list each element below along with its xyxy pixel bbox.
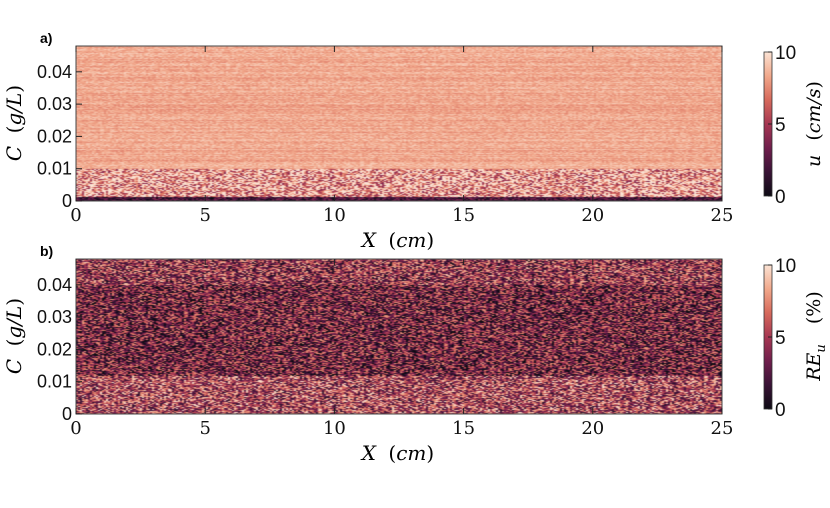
y-tick-label: 0 (62, 191, 72, 211)
x-tick-label: 15 (452, 418, 475, 439)
panel-a-heatmap-image (76, 46, 722, 201)
panel-b-colorbar-label: REu (%) (803, 291, 830, 382)
panel-a-y-unit: g/L (2, 93, 26, 126)
y-tick-label: 0.03 (37, 307, 72, 327)
panel-a-y-var: C (2, 146, 26, 161)
panel-a-x-unit-close: ) (426, 228, 434, 252)
panel-b-cb-var: RE (803, 352, 825, 381)
panel-a-x-var: X (360, 228, 377, 252)
x-tick-label: 20 (581, 205, 604, 226)
x-tick-label: 0 (70, 418, 81, 439)
panel-a-label: a) (40, 30, 52, 46)
panel-a-x-unit: cm (396, 228, 426, 252)
y-tick-label: 0.02 (37, 339, 72, 359)
panel-b-x-var: X (360, 441, 377, 465)
y-tick-label: 0.01 (37, 372, 72, 392)
panel-b-x-axis-label: X (cm) (360, 441, 434, 465)
panel-b-y-var: C (2, 359, 26, 374)
y-tick-label: 0.04 (37, 62, 72, 82)
x-tick-label: 25 (711, 205, 734, 226)
panel-a-cb-var: u (803, 155, 825, 167)
panel-a-y-axis-label: C (g/L) (2, 85, 26, 161)
colorbar-tick-label: 0 (775, 187, 786, 208)
panel-b-axes: 0 5 10 15 20 25 0 0.01 0.02 0.03 0.04 (37, 259, 734, 439)
x-tick-label: 0 (70, 205, 81, 226)
colorbar-tick-label: 10 (775, 43, 796, 64)
panel-b-x-unit-close: ) (426, 441, 434, 465)
panel-a-cb-unit-close: ) (803, 81, 825, 88)
panel-a-x-axis-label: X (cm) (360, 228, 434, 252)
x-tick-label: 20 (581, 418, 604, 439)
panel-a-axes: 0 5 10 15 20 25 0 0.01 0.02 0.03 0.04 (37, 46, 734, 226)
panel-b-x-unit: cm (396, 441, 426, 465)
panel-a-y-unit-open: ( (2, 126, 26, 134)
x-tick-label: 10 (323, 418, 346, 439)
x-tick-label: 15 (452, 205, 475, 226)
y-tick-label: 0 (62, 404, 72, 424)
panel-b-x-unit-open: ( (388, 441, 396, 465)
panel-b-y-axis-label: C (g/L) (2, 298, 26, 374)
panel-a-cb-unit-open: ( (803, 133, 825, 140)
panel-b-plot-frame (75, 258, 723, 415)
panel-a-plot-frame (75, 45, 723, 202)
panel-b-y-unit-close: ) (2, 298, 26, 306)
panel-b-label: b) (40, 243, 53, 259)
x-tick-label: 10 (323, 205, 346, 226)
panel-b-y-unit-open: ( (2, 339, 26, 347)
x-tick-label: 5 (199, 418, 210, 439)
y-tick-label: 0.04 (37, 275, 72, 295)
panel-a-cb-unit: cm/s (803, 88, 825, 133)
panel-b-colorbar-ticks: 0 5 10 (763, 256, 796, 421)
panel-b-cb-unit: (%) (803, 291, 825, 324)
panel-a-colorbar-label: u (cm/s) (803, 81, 825, 167)
colorbar-tick-label: 10 (775, 256, 796, 277)
y-tick-label: 0.03 (37, 94, 72, 114)
panel-a-y-unit-close: ) (2, 85, 26, 93)
panel-b-heatmap-image (76, 259, 722, 414)
colorbar-tick-label: 5 (775, 115, 786, 136)
panel-a-colorbar-ticks: 0 5 10 (763, 43, 796, 208)
panel-b-cb-subscript: u (814, 344, 829, 352)
y-tick-label: 0.01 (37, 159, 72, 179)
y-tick-label: 0.02 (37, 126, 72, 146)
panel-a-x-unit-open: ( (388, 228, 396, 252)
x-tick-label: 5 (199, 205, 210, 226)
colorbar-tick-label: 0 (775, 400, 786, 421)
colorbar-tick-label: 5 (775, 328, 786, 349)
panel-b-y-unit: g/L (2, 306, 26, 339)
x-tick-label: 25 (711, 418, 734, 439)
